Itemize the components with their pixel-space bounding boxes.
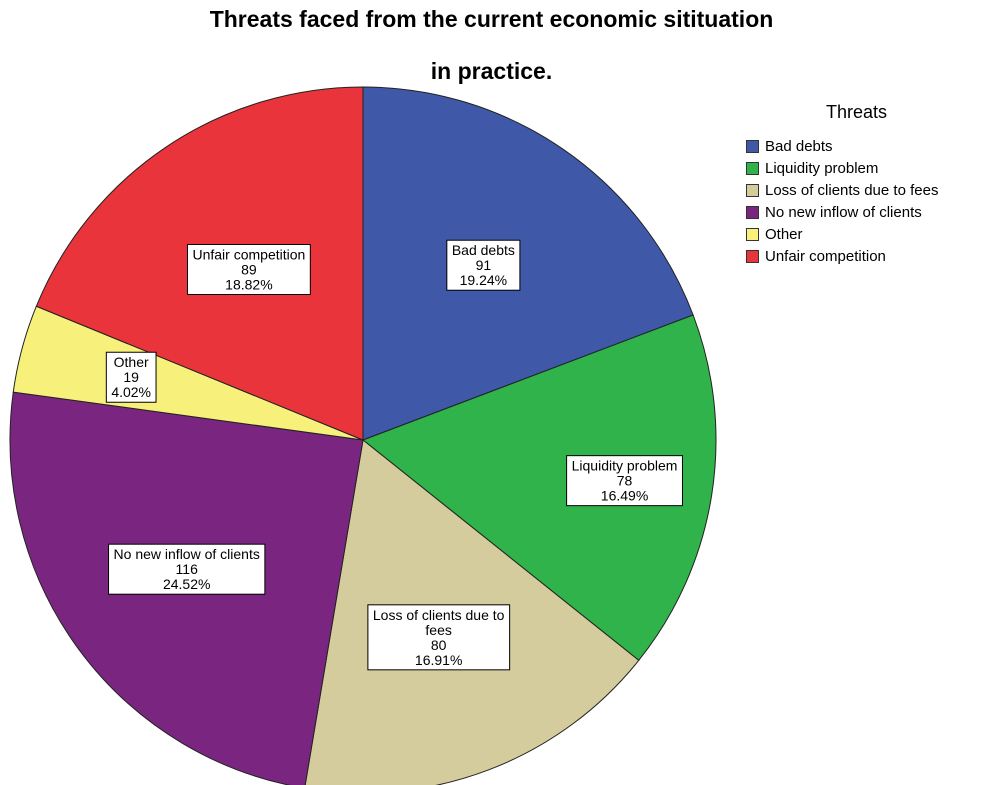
slice-label-line: Bad debts [452,242,515,258]
slice-label-line: 19.24% [460,272,507,288]
legend-label: Unfair competition [765,247,886,265]
legend-item: Loss of clients due to fees [746,180,938,200]
legend-item: Unfair competition [746,246,886,266]
slice-label-line: Liquidity problem [572,458,678,474]
legend-label: No new inflow of clients [765,203,922,221]
legend-swatch [746,227,759,241]
legend-item: Other [746,224,803,244]
slice-label-line: 24.52% [163,576,210,592]
slice-label-line: Unfair competition [192,247,305,263]
legend-label: Other [765,225,803,243]
slice-label-line: No new inflow of clients [114,546,260,562]
chart-title-line-1: Threats faced from the current economic … [209,6,774,32]
slice-label-line: Other [114,354,149,370]
legend-label: Loss of clients due to fees [765,181,939,199]
legend-swatch [746,161,759,175]
legend-swatch [746,249,759,263]
slice-label-line: 78 [617,473,633,489]
slice-label-line: 116 [176,561,199,577]
pie-slice-bad-debts [362,86,694,441]
chart-title-line-2: in practice. [430,58,553,84]
slice-label-line: fees [425,622,451,638]
legend-swatch [746,205,759,219]
legend-label: Liquidity problem [765,159,879,177]
slice-label-line: 18.82% [225,277,272,293]
legend-item: No new inflow of clients [746,202,922,222]
slice-label-line: 16.49% [601,488,648,504]
slice-label-line: Loss of clients due to [373,607,505,623]
slice-label-line: 80 [431,637,447,653]
slice-label-line: 4.02% [111,384,151,400]
legend-item: Liquidity problem [746,158,878,178]
slice-label-line: 91 [476,257,492,273]
legend-title: Threats [826,102,888,122]
slice-label-line: 89 [241,262,257,278]
slice-label-line: 19 [123,369,139,385]
legend-item: Bad debts [746,136,833,156]
legend-swatch [746,183,759,197]
slice-label-line: 16.91% [415,652,462,668]
pie-slice-liquidity-problem [362,314,717,662]
legend-swatch [746,139,759,153]
legend-label: Bad debts [765,137,833,155]
